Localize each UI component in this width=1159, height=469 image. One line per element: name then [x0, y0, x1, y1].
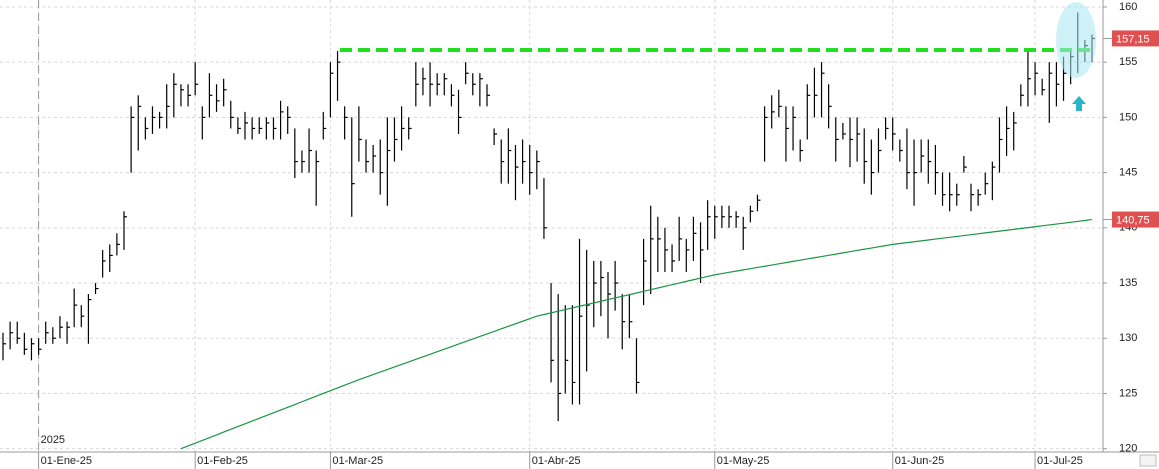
- x-tick-label: 01-Jul-25: [1037, 455, 1083, 467]
- marks: [2, 12, 1095, 450]
- y-tick-label: 120: [1119, 443, 1137, 455]
- price-tag: [1112, 30, 1159, 47]
- x-tick-label: 01-Abr-25: [532, 455, 581, 467]
- x-tick-label: 01-May-25: [717, 455, 770, 467]
- x-tick-label: 01-Ene-25: [41, 455, 92, 467]
- y-tick-label: 125: [1119, 387, 1137, 399]
- price-tag: [1112, 211, 1159, 228]
- y-tick-label: 135: [1119, 277, 1137, 289]
- price-tag-label: 157,15: [1116, 33, 1150, 45]
- y-tick-label: 150: [1119, 111, 1137, 123]
- up-arrow: [1072, 96, 1086, 111]
- moving-average-line: [180, 218, 1093, 450]
- x-tick-label: 01-Mar-25: [332, 455, 383, 467]
- y-tick-label: 145: [1119, 167, 1137, 179]
- x-tick-label: 01-Feb-25: [197, 455, 248, 467]
- grid: [0, 0, 1103, 452]
- y-tick-label: 130: [1119, 332, 1137, 344]
- year-label: 2025: [41, 434, 65, 446]
- y-tick-label: 160: [1119, 1, 1137, 13]
- price-tag-label: 140,75: [1116, 214, 1150, 226]
- scroll-button[interactable]: [1139, 454, 1157, 467]
- y-tick-label: 155: [1119, 56, 1137, 68]
- x-tick-label: 01-Jun-25: [895, 455, 945, 467]
- highlight-ellipse: [1056, 2, 1096, 78]
